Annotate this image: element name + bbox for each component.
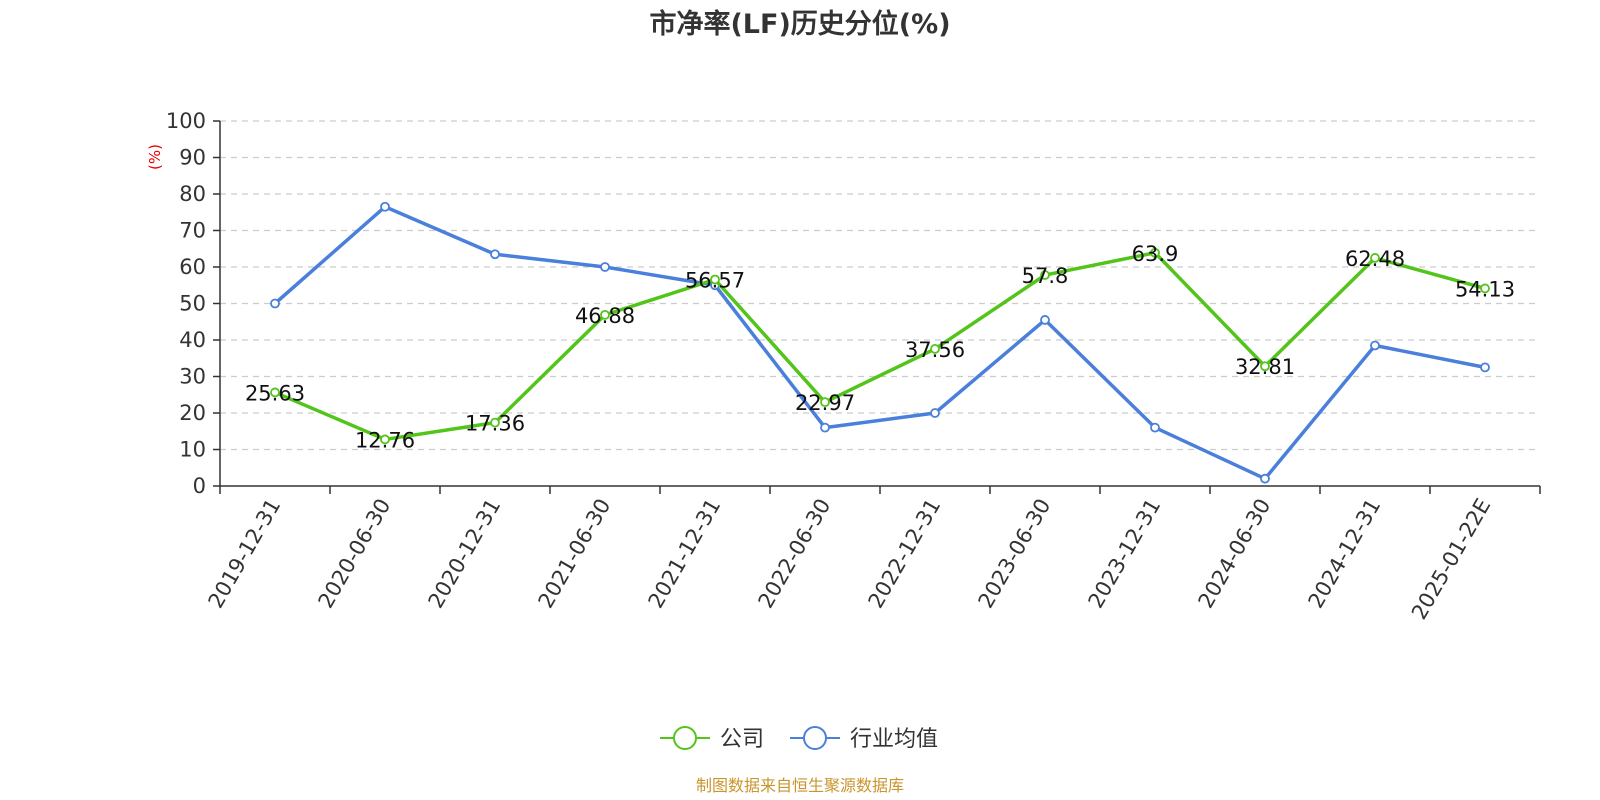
data-point[interactable]	[1040, 270, 1050, 280]
x-tick-label: 2024-06-30	[1194, 495, 1276, 613]
data-label: 46.88	[575, 304, 635, 328]
data-point[interactable]	[600, 309, 610, 320]
data-point[interactable]	[930, 408, 940, 418]
y-tick-label: 50	[179, 292, 206, 316]
data-point[interactable]	[1370, 340, 1380, 351]
data-label: 25.63	[245, 381, 305, 405]
legend[interactable]: 公司 行业均值	[660, 726, 938, 752]
legend-item-1[interactable]: 行业均值	[790, 726, 938, 752]
data-point[interactable]	[820, 422, 830, 433]
data-label: 54.13	[1455, 277, 1515, 301]
y-tick-label: 80	[179, 182, 206, 206]
y-tick-label: 10	[179, 438, 206, 462]
y-tick-label: 100	[166, 109, 206, 133]
data-point[interactable]	[490, 249, 500, 260]
y-tick-label: 20	[179, 401, 206, 425]
legend-label: 公司	[720, 727, 764, 752]
y-axis-unit-label: (%)	[146, 144, 164, 170]
y-tick-label: 30	[179, 365, 206, 389]
y-tick-label: 60	[179, 255, 206, 279]
data-label: 17.36	[465, 412, 525, 436]
chart-title: 市净率(LF)历史分位(%)	[649, 8, 950, 40]
series-line-1	[273, 205, 1486, 481]
data-label: 12.76	[355, 428, 415, 452]
y-tick-label: 70	[179, 219, 206, 243]
data-point[interactable]	[1480, 283, 1490, 294]
x-tick-label: 2020-12-31	[424, 495, 506, 613]
data-point[interactable]	[820, 397, 830, 408]
data-point[interactable]	[270, 298, 280, 309]
x-tick-label: 2019-12-31	[204, 495, 286, 613]
data-point[interactable]	[930, 344, 940, 354]
data-label: 63.9	[1132, 242, 1179, 266]
x-tick-label: 2022-06-30	[754, 495, 836, 613]
x-tick-label: 2024-12-31	[1304, 495, 1386, 613]
legend-item-0[interactable]: 公司	[660, 726, 764, 752]
data-point[interactable]	[1150, 422, 1160, 433]
x-tick-label: 2020-06-30	[314, 495, 396, 613]
x-tick-label: 2021-06-30	[534, 495, 616, 613]
data-label: 62.48	[1345, 247, 1405, 271]
data-label: 37.56	[905, 338, 965, 362]
data-point[interactable]	[380, 434, 390, 445]
y-tick-label: 0	[193, 474, 206, 498]
data-point[interactable]	[1150, 247, 1160, 258]
data-point[interactable]	[600, 262, 610, 272]
data-point[interactable]	[710, 274, 720, 285]
axes: 0 10 20 30 40 50 60 70 80 90 100 2019-12-31 2020-06-…	[166, 109, 1541, 624]
data-point[interactable]	[1480, 362, 1490, 373]
x-tick-label: 2023-12-31	[1084, 495, 1166, 613]
data-point[interactable]	[1370, 253, 1380, 263]
data-label: 22.97	[795, 391, 855, 415]
x-tick-label: 2025-01-22E	[1407, 495, 1495, 624]
series-line-0	[274, 251, 1486, 442]
data-label: 57.8	[1022, 264, 1069, 288]
data-label: 56.57	[685, 269, 745, 293]
data-labels: 25.63 12.76 17.36 46.88 56.57 22.97 37.56 57.8 6…	[245, 242, 1515, 453]
x-tick-label: 2022-12-31	[864, 495, 946, 613]
y-tick-label: 40	[179, 328, 206, 352]
legend-marker	[803, 726, 827, 750]
data-point[interactable]	[270, 387, 280, 398]
data-point[interactable]	[380, 201, 390, 212]
source-note: 制图数据来自恒生聚源数据库	[696, 776, 904, 795]
data-point[interactable]	[1040, 315, 1050, 325]
y-tick-label: 90	[179, 146, 206, 170]
series-lines	[270, 201, 1490, 484]
x-tick-label: 2023-06-30	[974, 495, 1056, 613]
legend-label: 行业均值	[850, 727, 938, 752]
data-point[interactable]	[490, 417, 500, 428]
legend-marker	[673, 726, 697, 750]
data-label: 32.81	[1235, 355, 1295, 379]
x-tick-label: 2021-12-31	[644, 495, 726, 613]
data-point[interactable]	[1260, 361, 1270, 372]
grid-lines	[220, 120, 1540, 451]
data-point[interactable]	[1260, 473, 1270, 484]
